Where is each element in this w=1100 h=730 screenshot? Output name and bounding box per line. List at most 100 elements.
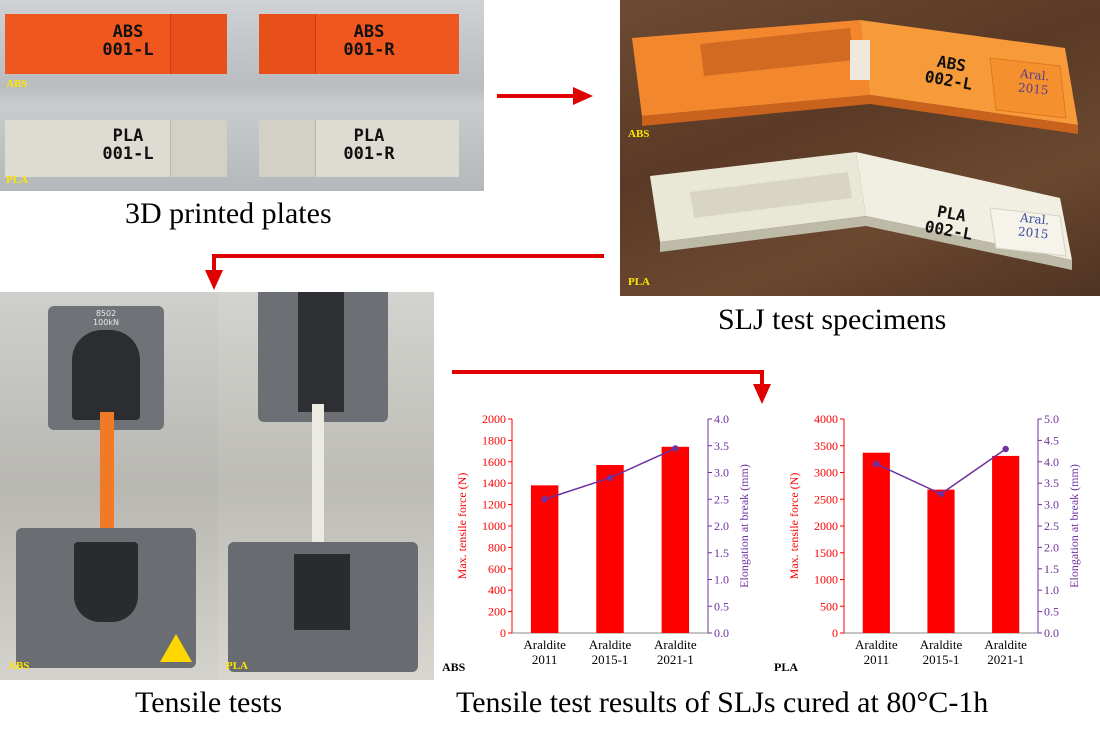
left-tick-label: 1000 (482, 519, 506, 533)
pla-results-chart: 0 500 1000 1500 2000 2500 3000 3500 4000 0.0 0.5 1.… (774, 412, 1081, 674)
pla-plate-right-line1: PLA (353, 126, 385, 146)
abs-plate-right-line1: ABS (353, 22, 385, 42)
specimens-pla-tag: PLA (628, 276, 650, 288)
abs-plate-left: ABS 001-L (5, 14, 227, 74)
right-tick-label: 3.5 (1044, 476, 1059, 490)
category-label-line2: 2015-1 (923, 652, 960, 667)
tests-pla-tag: PLA (226, 660, 248, 672)
pla-plate-right-line2: 001-R (343, 143, 395, 164)
arrow-to-results-icon (452, 370, 771, 404)
abs-plate-left-line2: 001-L (102, 39, 154, 60)
category-label-line2: 2021-1 (657, 652, 694, 667)
right-tick-label: 4.0 (714, 412, 729, 426)
bar (992, 455, 1020, 633)
elongation-point (541, 496, 548, 503)
elongation-point (937, 490, 945, 498)
arrow-to-tests-icon (205, 254, 604, 290)
right-tick-label: 4.5 (1044, 433, 1059, 447)
category-label-line1: Araldite (523, 637, 566, 652)
elongation-point (873, 460, 880, 468)
elongation-point (606, 474, 614, 482)
pla-specimen (650, 152, 1072, 270)
y-axis-label: Max. tensile force (N) (455, 473, 469, 580)
chart-panel-tag: ABS (442, 660, 466, 674)
bar (530, 485, 559, 633)
abs-results-chart: 0 200 400 600 800 1000 1200 1400 1600 1800 2000 0.0… (442, 412, 751, 674)
bar (862, 452, 890, 633)
left-tick-label: 1500 (814, 546, 838, 560)
abs-plate-right-line2: 001-R (343, 39, 395, 60)
machine-label-line2: 100kN (93, 317, 119, 327)
caption-tensile-tests: Tensile tests (135, 686, 283, 719)
left-tick-label: 1800 (482, 433, 506, 447)
right-tick-label: 4.0 (1044, 455, 1059, 469)
bar (661, 446, 690, 633)
left-tick-label: 1200 (482, 498, 506, 512)
elongation-point (1002, 445, 1009, 453)
left-tick-label: 1000 (814, 573, 838, 587)
left-tick-label: 800 (488, 540, 506, 554)
abs-plate-right: ABS 001-R (259, 14, 459, 74)
left-tick-label: 500 (820, 599, 838, 613)
left-tick-label: 200 (488, 605, 506, 619)
bar (596, 465, 624, 633)
left-tick-label: 1600 (482, 455, 506, 469)
left-tick-label: 600 (488, 562, 506, 576)
machine-label-line1: 8502 (95, 309, 117, 318)
category-label-line1: Araldite (920, 637, 963, 652)
slj-specimens-photo: ABS 002-L Aral. 2015 ABS PLA 002-L Aral.… (620, 0, 1100, 296)
tests-abs-tag: ABS (8, 660, 30, 672)
right-tick-label: 2.5 (714, 492, 729, 506)
right-tick-label: 5.0 (1044, 412, 1059, 426)
pla-plate-left-line1: PLA (112, 126, 144, 146)
caption-slj-specimens: SLJ test specimens (718, 303, 947, 336)
category-label-line2: 2011 (864, 652, 890, 667)
elongation-line (876, 448, 1007, 495)
left-tick-label: 3000 (814, 466, 838, 480)
arrow-to-specimens-icon (497, 87, 593, 105)
right-tick-label: 2.0 (1044, 540, 1059, 554)
left-tick-label: 0 (832, 626, 838, 640)
right-tick-label: 3.0 (1044, 498, 1059, 512)
right-tick-label: 1.0 (714, 573, 729, 587)
left-tick-label: 2000 (482, 412, 506, 426)
plates-abs-tag: ABS (6, 78, 28, 90)
right-tick-label: 2.0 (714, 519, 729, 533)
pla-plate-left: PLA 001-L (5, 120, 227, 177)
category-label-line2: 2021-1 (987, 652, 1024, 667)
right-tick-label: 1.5 (1044, 562, 1059, 576)
right-tick-label: 1.0 (1044, 583, 1059, 597)
category-label-line1: Araldite (589, 637, 632, 652)
left-tick-label: 4000 (814, 412, 838, 426)
right-tick-label: 3.0 (714, 466, 729, 480)
caption-results: Tensile test results of SLJs cured at 80… (456, 686, 989, 719)
left-tick-label: 3500 (814, 439, 838, 453)
specimens-abs-tag: ABS (628, 128, 650, 140)
category-label-line2: 2015-1 (592, 652, 629, 667)
elongation-point (672, 445, 679, 452)
category-label-line2: 2011 (532, 652, 558, 667)
pla-plate-left-line2: 001-L (102, 143, 154, 164)
right-tick-label: 0.0 (714, 626, 729, 640)
right-tick-label: 3.5 (714, 439, 729, 453)
left-tick-label: 2000 (814, 519, 838, 533)
abs-plate-left-line1: ABS (112, 22, 144, 42)
bar (927, 489, 955, 633)
chart-panel-tag: PLA (774, 660, 798, 674)
tensile-test-pla-photo: PLA (218, 292, 434, 680)
left-tick-label: 2500 (814, 492, 838, 506)
tensile-test-abs-photo: 8502 100kN ABS (0, 292, 218, 680)
pla-plate-right: PLA 001-R (259, 120, 459, 177)
y-axis-label: Max. tensile force (N) (787, 473, 801, 580)
left-tick-label: 0 (500, 626, 506, 640)
left-tick-label: 400 (488, 583, 506, 597)
right-tick-label: 0.5 (1044, 605, 1059, 619)
category-label-line1: Araldite (855, 637, 898, 652)
y2-axis-label: Elongation at break (mm) (1067, 464, 1081, 588)
right-tick-label: 0.0 (1044, 626, 1059, 640)
printed-plates-photo: ABS 001-L ABS 001-R ABS PLA 001-L PLA 00… (0, 0, 484, 191)
abs-specimen (632, 20, 1078, 134)
caption-printed-plates: 3D printed plates (125, 197, 332, 230)
y2-axis-label: Elongation at break (mm) (737, 464, 751, 588)
plates-pla-tag: PLA (6, 174, 28, 186)
